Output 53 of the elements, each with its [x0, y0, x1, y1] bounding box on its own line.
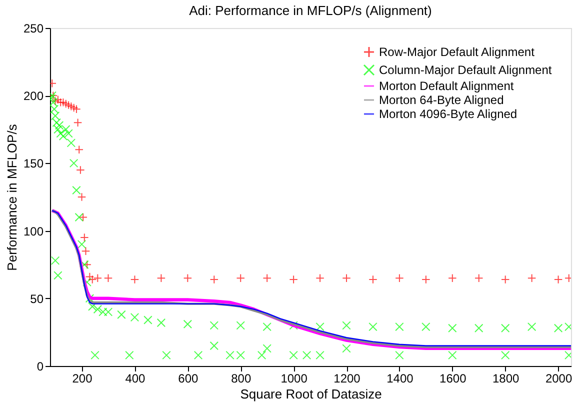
point	[500, 275, 510, 284]
x-tick-label: 1000	[280, 372, 308, 386]
y-tick-label: 200	[23, 89, 44, 104]
point	[85, 272, 94, 282]
legend-label: Morton Default Alignment	[379, 79, 514, 93]
point	[342, 274, 351, 282]
x-tick-label: 1800	[492, 372, 520, 386]
point	[527, 274, 536, 282]
y-tick-label: 150	[23, 156, 44, 171]
point	[554, 275, 563, 284]
point	[76, 166, 85, 174]
x-tick-label: 1400	[386, 372, 414, 386]
chart-title: Adi: Performance in MFLOP/s (Alignment)	[189, 3, 432, 18]
point	[316, 274, 324, 282]
y-tick-label: 50	[30, 292, 44, 306]
x-tick-label: 1600	[440, 372, 467, 386]
point	[368, 275, 378, 284]
point	[74, 145, 84, 154]
legend-label: Row-Major Default Alignment	[379, 45, 536, 59]
point	[80, 233, 89, 242]
point	[422, 275, 430, 284]
y-tick-label: 100	[23, 224, 44, 238]
point	[395, 274, 404, 282]
legend-label: Column-Major Default Alignment	[379, 63, 552, 77]
point	[210, 275, 219, 284]
x-axis-title: Square Root of Datasize	[240, 386, 382, 402]
legend-label: Morton 64-Byte Aligned	[379, 93, 504, 107]
legend-label: Morton 4096-Byte Aligned	[379, 107, 518, 121]
point	[82, 260, 92, 269]
point	[474, 274, 484, 282]
y-axis-title: Performance in MFLOP/s	[4, 124, 20, 271]
y-tick-label: 250	[23, 22, 44, 36]
point	[156, 274, 166, 282]
point	[81, 246, 90, 256]
point	[77, 192, 86, 202]
point	[93, 274, 102, 282]
point	[183, 274, 192, 282]
point	[88, 275, 97, 284]
y-tick-label: 0	[36, 360, 44, 374]
point	[236, 274, 245, 282]
point	[73, 118, 82, 128]
point	[78, 212, 88, 222]
point	[104, 274, 113, 282]
point	[289, 275, 298, 284]
x-tick-label: 2000	[545, 372, 572, 386]
point	[262, 274, 272, 282]
x-tick-label: 1200	[334, 372, 361, 386]
point	[130, 275, 140, 284]
x-tick-label: 200	[72, 372, 93, 386]
x-tick-label: 400	[125, 372, 146, 386]
x-tick-label: 800	[231, 372, 252, 386]
point	[448, 274, 457, 282]
x-tick-label: 600	[178, 372, 198, 386]
